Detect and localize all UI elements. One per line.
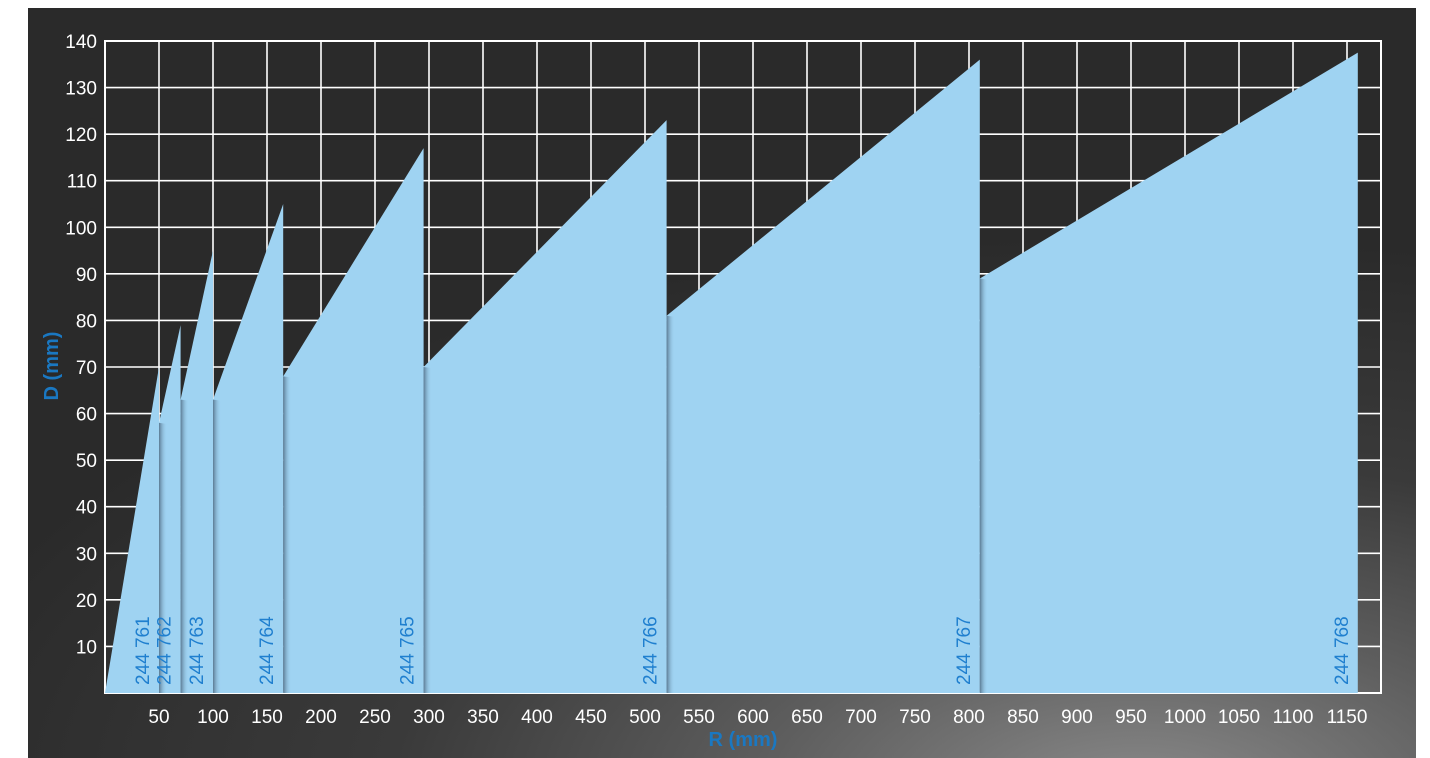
tick-layer: 10 20 30 40 50 60 70 80 90 100 110 120 130 140 50 100 15… bbox=[65, 32, 1367, 728]
x-tick-label: 650 bbox=[791, 707, 823, 728]
y-tick-label: 130 bbox=[65, 79, 97, 100]
y-tick-label: 50 bbox=[76, 451, 97, 472]
area-region-5 bbox=[283, 148, 424, 694]
x-tick-label: 700 bbox=[845, 707, 877, 728]
x-tick-label: 900 bbox=[1061, 707, 1093, 728]
region-label: 244 763 bbox=[187, 616, 208, 685]
x-tick-label: 750 bbox=[899, 707, 931, 728]
region-edge-shadow bbox=[213, 399, 221, 693]
y-tick-label: 20 bbox=[76, 591, 97, 612]
area-region-4 bbox=[213, 204, 284, 693]
y-tick-label: 60 bbox=[76, 405, 97, 426]
region-label: 244 767 bbox=[954, 616, 975, 685]
region-edge-shadow bbox=[159, 422, 167, 693]
y-tick-label: 80 bbox=[76, 311, 97, 332]
area-region-8 bbox=[979, 52, 1358, 693]
region-edge-shadow bbox=[423, 367, 432, 693]
chart-svg: 244 761 244 762 244 763 244 764 244 765 244 7… bbox=[41, 32, 1382, 751]
y-tick-label: 10 bbox=[76, 637, 97, 658]
label-layer: 244 761 244 762 244 763 244 764 244 765 244 7… bbox=[133, 616, 1353, 685]
x-tick-label: 350 bbox=[467, 707, 499, 728]
area-region-1 bbox=[105, 367, 159, 693]
x-tick-label: 1100 bbox=[1273, 707, 1314, 728]
region-edge-shadow bbox=[666, 315, 675, 693]
x-tick-label: 1150 bbox=[1327, 707, 1368, 728]
x-tick-label: 800 bbox=[953, 707, 985, 728]
y-tick-label: 120 bbox=[65, 125, 97, 146]
y-axis-title: D (mm) bbox=[41, 332, 63, 401]
x-tick-label: 250 bbox=[359, 707, 391, 728]
x-tick-label: 550 bbox=[683, 707, 715, 728]
x-tick-label: 500 bbox=[629, 707, 661, 728]
x-tick-label: 950 bbox=[1115, 707, 1147, 728]
region-edge-shadow bbox=[283, 376, 292, 693]
region-label: 244 765 bbox=[398, 616, 419, 685]
y-tick-label: 110 bbox=[67, 172, 97, 193]
y-tick-label: 140 bbox=[65, 32, 97, 53]
region-label: 244 768 bbox=[1332, 616, 1353, 685]
y-tick-label: 70 bbox=[76, 358, 97, 379]
x-tick-label: 450 bbox=[575, 707, 607, 728]
region-edge-shadow bbox=[180, 399, 189, 693]
y-tick-label: 90 bbox=[76, 265, 97, 286]
area-region-3 bbox=[180, 250, 213, 694]
x-tick-label: 600 bbox=[737, 707, 769, 728]
x-tick-label: 300 bbox=[413, 707, 445, 728]
region-label: 244 764 bbox=[257, 616, 278, 685]
x-tick-label: 1050 bbox=[1218, 707, 1260, 728]
region-label: 244 761 bbox=[133, 616, 154, 685]
area-layer bbox=[105, 52, 1358, 694]
x-tick-label: 400 bbox=[521, 707, 553, 728]
x-tick-label: 100 bbox=[197, 707, 229, 728]
region-label: 244 766 bbox=[641, 616, 662, 685]
x-tick-label: 200 bbox=[305, 707, 337, 728]
chart-panel: 244 761 244 762 244 763 244 764 244 765 244 7… bbox=[28, 8, 1416, 758]
y-tick-label: 30 bbox=[76, 544, 97, 565]
region-label: 244 762 bbox=[155, 616, 176, 685]
y-tick-label: 40 bbox=[76, 498, 97, 519]
area-region-7 bbox=[666, 59, 980, 694]
x-tick-label: 50 bbox=[148, 707, 169, 728]
y-tick-label: 100 bbox=[65, 218, 97, 239]
x-tick-label: 150 bbox=[251, 707, 283, 728]
x-axis-title: R (mm) bbox=[709, 729, 778, 751]
region-edge-shadow bbox=[979, 278, 988, 693]
x-tick-label: 1000 bbox=[1164, 707, 1206, 728]
area-region-6 bbox=[423, 120, 667, 693]
x-tick-label: 850 bbox=[1007, 707, 1039, 728]
